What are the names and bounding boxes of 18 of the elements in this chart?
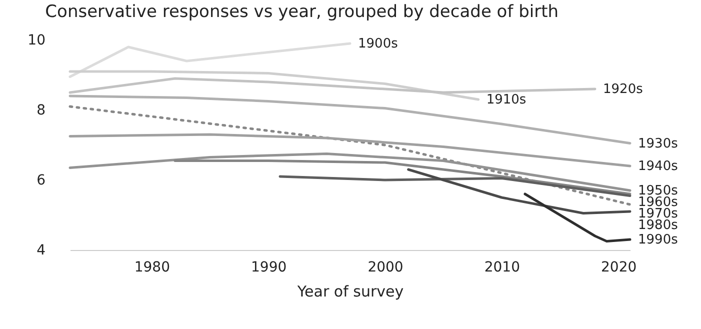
y-tick-label: 4 bbox=[36, 242, 46, 258]
series-label: 1990s bbox=[638, 232, 678, 248]
y-tick-label: 10 bbox=[28, 32, 46, 48]
x-axis-title: Year of survey bbox=[296, 282, 404, 300]
x-tick-label: 2000 bbox=[368, 260, 404, 276]
y-tick-label: 8 bbox=[36, 102, 46, 118]
series-label: 1940s bbox=[638, 159, 678, 174]
y-tick-label: 6 bbox=[36, 172, 46, 188]
series-label: 1980s bbox=[638, 218, 678, 233]
series-label: 1920s bbox=[603, 82, 644, 97]
x-tick-label: 2020 bbox=[601, 260, 637, 276]
x-tick-label: 1980 bbox=[134, 260, 170, 276]
series-label: 1910s bbox=[486, 92, 526, 108]
chart-title: Conservative responses vs year, grouped by decade of birth bbox=[45, 2, 559, 22]
series-label: 1900s bbox=[358, 36, 398, 52]
x-tick-label: 2010 bbox=[484, 260, 520, 276]
series-label: 1930s bbox=[638, 136, 678, 152]
x-tick-label: 1990 bbox=[251, 260, 287, 276]
